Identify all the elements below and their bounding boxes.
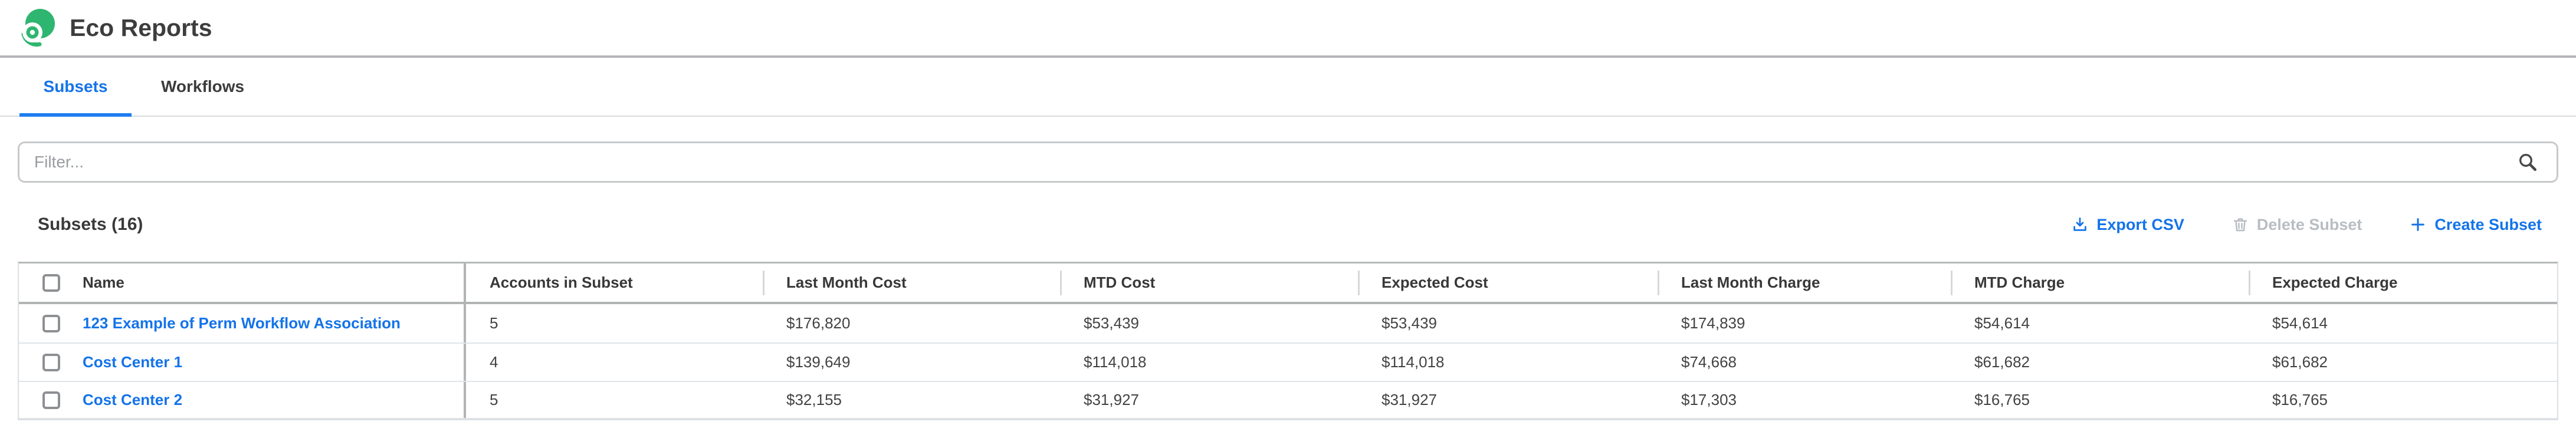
tab-subsets[interactable]: Subsets	[19, 58, 132, 117]
cell-last-month-cost: $139,649	[786, 353, 851, 371]
cell-mtd-charge: $61,682	[1974, 353, 2030, 371]
subset-name-link[interactable]: Cost Center 2	[83, 391, 183, 408]
column-header-expected-cost: Expected Cost	[1358, 263, 1658, 302]
cell-last-month-cost: $32,155	[786, 391, 842, 408]
tab-workflows[interactable]: Workflows	[155, 58, 250, 116]
column-header-last-month-cost: Last Month Cost	[763, 263, 1060, 302]
column-header-mtd-cost: MTD Cost	[1060, 263, 1358, 302]
cell-mtd-cost: $31,927	[1084, 391, 1139, 408]
column-header-accounts: Accounts in Subset	[490, 274, 633, 291]
cell-name: Cost Center 2	[19, 382, 466, 418]
download-icon	[2073, 218, 2087, 231]
cell-last-month-charge: $74,668	[1681, 353, 1737, 371]
column-header-mtd-charge: MTD Charge	[1951, 263, 2249, 302]
export-csv-label: Export CSV	[2096, 215, 2184, 233]
column-header-expected-charge: Expected Charge	[2249, 263, 2557, 302]
search-icon[interactable]	[2517, 151, 2538, 173]
cell-name: Cost Center 1	[19, 344, 466, 381]
cell-mtd-cost: $114,018	[1084, 353, 1147, 371]
delete-subset-button[interactable]: Delete Subset	[2232, 216, 2362, 234]
cell-expected-charge: $61,682	[2272, 353, 2328, 371]
select-all-checkbox[interactable]	[42, 274, 60, 292]
create-subset-label: Create Subset	[2434, 215, 2542, 233]
tab-bar: Subsets Workflows	[0, 58, 2576, 117]
cell-accounts-in-subset: 5	[490, 314, 498, 332]
tab-workflows-label: Workflows	[161, 77, 245, 95]
cell-expected-cost: $53,439	[1381, 314, 1437, 332]
subsets-count-title: Subsets (16)	[38, 215, 143, 234]
table-row: Cost Center 1 4 $139,649 $114,018 $114,0…	[19, 342, 2557, 381]
page-title: Eco Reports	[70, 14, 212, 41]
column-header-name: Name	[83, 274, 124, 291]
cell-name: 123 Example of Perm Workflow Association	[19, 304, 466, 342]
app-header: Eco Reports	[0, 0, 2576, 58]
cell-expected-cost: $31,927	[1381, 391, 1437, 408]
subset-name-link[interactable]: 123 Example of Perm Workflow Association	[83, 314, 401, 332]
row-checkbox[interactable]	[42, 391, 60, 409]
table-header-row: Name Accounts in Subset Last Month Cost …	[19, 263, 2557, 304]
cell-expected-cost: $114,018	[1381, 353, 1445, 371]
subsets-table: Name Accounts in Subset Last Month Cost …	[18, 262, 2558, 420]
filter-input[interactable]	[18, 141, 2558, 183]
cell-mtd-charge: $54,614	[1974, 314, 2030, 332]
export-csv-button[interactable]: Export CSV	[2071, 216, 2184, 234]
filter-bar	[18, 141, 2558, 183]
eco-reports-logo-icon	[21, 9, 55, 47]
table-actions: Export CSV Delete Subset Create Subset	[2071, 216, 2542, 234]
section-header: Subsets (16) Export CSV Delete Subset Cr…	[18, 215, 2558, 235]
cell-accounts-in-subset: 4	[490, 353, 498, 371]
header-cell-name: Name	[19, 263, 466, 302]
cell-expected-charge: $16,765	[2272, 391, 2328, 408]
row-checkbox[interactable]	[42, 353, 60, 371]
cell-expected-charge: $54,614	[2272, 314, 2328, 332]
row-checkbox[interactable]	[42, 314, 60, 332]
cell-mtd-charge: $16,765	[1974, 391, 2030, 408]
delete-subset-label: Delete Subset	[2256, 215, 2362, 233]
subset-name-link[interactable]: Cost Center 1	[83, 353, 183, 371]
column-header-last-month-charge: Last Month Charge	[1658, 263, 1951, 302]
cell-mtd-cost: $53,439	[1084, 314, 1139, 332]
table-row: 123 Example of Perm Workflow Association…	[19, 304, 2557, 342]
cell-accounts-in-subset: 5	[490, 391, 498, 408]
cell-last-month-charge: $174,839	[1681, 314, 1745, 332]
cell-last-month-charge: $17,303	[1681, 391, 1737, 408]
plus-icon	[2411, 218, 2425, 231]
create-subset-button[interactable]: Create Subset	[2409, 216, 2542, 234]
trash-icon	[2233, 218, 2247, 232]
cell-last-month-cost: $176,820	[786, 314, 851, 332]
table-body: 123 Example of Perm Workflow Association…	[19, 304, 2557, 419]
tab-subsets-label: Subsets	[43, 77, 108, 95]
table-row: Cost Center 2 5 $32,155 $31,927 $31,927 …	[19, 381, 2557, 419]
